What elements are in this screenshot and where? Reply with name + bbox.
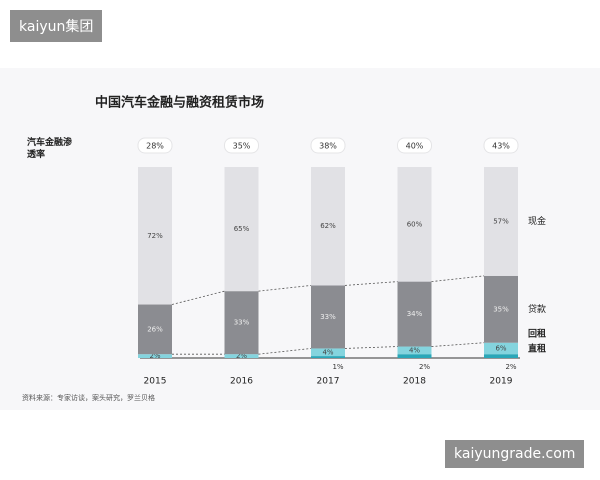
- source-note: 资料来源：专家访谈，案头研究，罗兰贝格: [22, 393, 155, 402]
- legend-label: 现金: [528, 215, 546, 227]
- data-label: 2%: [236, 352, 247, 360]
- bar-segment: [224, 167, 259, 292]
- connector-line: [258, 348, 312, 355]
- connector-line: [431, 342, 485, 347]
- bar-segment: [138, 167, 172, 305]
- x-tick-label: 2018: [403, 377, 426, 387]
- connector-line: [344, 346, 398, 349]
- brand-badge: kaiyun集团: [10, 10, 103, 42]
- data-label: 4%: [322, 348, 333, 356]
- bar-segment: [224, 354, 259, 358]
- data-label: 57%: [493, 217, 509, 225]
- x-tick-label: 2019: [490, 377, 513, 387]
- bar-segment: [484, 167, 518, 276]
- bar-segment: [224, 291, 259, 355]
- penetration-value: 40%: [406, 142, 424, 151]
- penetration-value: 38%: [319, 142, 337, 151]
- penetration-value: 43%: [492, 142, 510, 151]
- bar-segment: [484, 354, 518, 358]
- bar-segment: [484, 275, 518, 343]
- connector-line: [258, 285, 312, 292]
- data-label: 62%: [320, 222, 336, 230]
- data-label: 4%: [409, 346, 420, 354]
- bar-segment: [484, 342, 518, 355]
- connector-line: [171, 290, 225, 305]
- legend-label: 回租: [528, 328, 546, 340]
- bar-segment: [397, 354, 432, 358]
- bar-segment: [311, 167, 345, 286]
- bar-segment: [311, 356, 345, 358]
- data-label: 2%: [419, 363, 430, 371]
- bar-segment: [311, 348, 345, 357]
- bar-segment: [138, 304, 172, 355]
- data-label: 33%: [234, 319, 250, 327]
- x-tick-label: 2016: [230, 377, 253, 387]
- bar-segment: [397, 167, 432, 282]
- data-label: 34%: [407, 310, 423, 318]
- penetration-label: 汽车金融渗透率: [27, 138, 73, 160]
- data-label: 65%: [234, 225, 250, 233]
- x-tick-label: 2017: [317, 377, 340, 387]
- legend-label: 贷款: [528, 303, 546, 315]
- data-label: 1%: [332, 363, 343, 371]
- chart-title: 中国汽车金融与融资租赁市场: [95, 95, 264, 111]
- penetration-pill: [483, 137, 519, 154]
- connector-line: [344, 281, 398, 286]
- data-label: 72%: [147, 232, 163, 240]
- bar-segment: [397, 281, 432, 347]
- data-label: 2%: [149, 352, 160, 360]
- penetration-pill: [310, 137, 346, 154]
- connector-line: [431, 275, 485, 282]
- bar-segment: [311, 285, 345, 349]
- legend-label: 直租: [528, 343, 546, 355]
- data-label: 33%: [320, 313, 336, 321]
- x-tick-label: 2015: [144, 377, 167, 387]
- penetration-pill: [224, 137, 259, 154]
- penetration-value: 28%: [146, 142, 164, 151]
- penetration-pill: [397, 137, 432, 154]
- penetration-pill: [137, 137, 173, 154]
- bar-segment: [397, 346, 432, 355]
- site-badge: kaiyungrade.com: [445, 440, 585, 468]
- data-label: 2%: [505, 363, 516, 371]
- data-label: 6%: [495, 344, 506, 352]
- data-label: 60%: [407, 220, 423, 228]
- data-label: 26%: [147, 325, 163, 333]
- data-label: 35%: [493, 305, 509, 313]
- bar-segment: [138, 354, 172, 358]
- penetration-value: 35%: [233, 142, 251, 151]
